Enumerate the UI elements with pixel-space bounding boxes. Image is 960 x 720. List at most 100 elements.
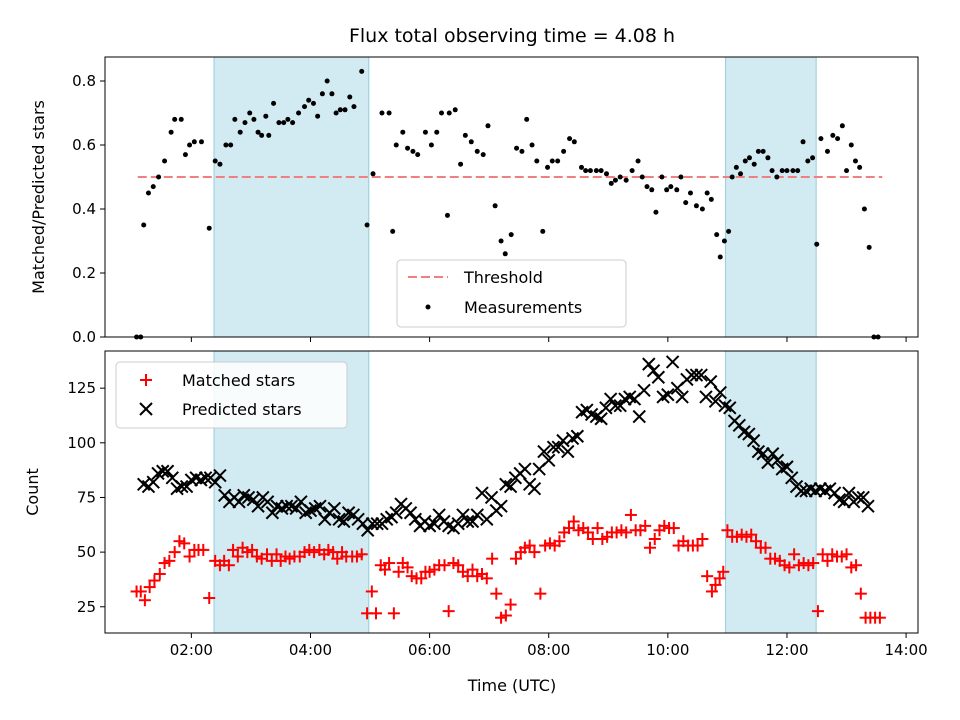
measurement-point <box>524 116 530 122</box>
bottom-y-axis-label: Count <box>23 468 42 516</box>
matched-star-point <box>486 552 499 565</box>
predicted-star-point <box>651 370 666 384</box>
predicted-star-point <box>856 490 870 505</box>
bottom-x-ticks: 02:00 04:00 06:00 08:00 10:00 12:00 14:00 <box>170 633 928 659</box>
predicted-star-point <box>780 460 794 474</box>
matched-star-point <box>246 543 259 556</box>
bottom-count-points <box>130 355 886 624</box>
predicted-star-point <box>475 486 489 500</box>
measurement-point <box>422 129 428 135</box>
matched-star-point <box>231 550 244 563</box>
matched-star-point <box>717 565 730 578</box>
matched-star-point <box>331 552 344 565</box>
measurement-point <box>206 225 212 231</box>
measurement-point <box>237 129 243 135</box>
predicted-star-point <box>646 363 661 378</box>
predicted-star-point <box>570 429 585 443</box>
matched-star-point <box>850 559 863 572</box>
measurement-point <box>191 139 197 145</box>
measurement-point <box>474 148 480 154</box>
measurement-point <box>617 174 623 180</box>
matched-star-point <box>562 522 575 535</box>
predicted-star-point <box>785 471 799 485</box>
measurement-point <box>693 203 699 209</box>
measurement-point <box>458 161 464 167</box>
matched-star-point <box>854 587 867 600</box>
predicted-star-point <box>704 374 718 389</box>
measurement-point <box>603 171 609 177</box>
predicted-star-point <box>251 499 265 513</box>
y-tick-label: 0.0 <box>72 328 96 346</box>
predicted-star-point <box>675 390 689 404</box>
matched-star-point <box>582 526 595 539</box>
measurement-point <box>540 228 546 234</box>
matched-star-point <box>197 543 210 556</box>
predicted-star-point <box>661 388 675 402</box>
measurement-point <box>593 168 599 174</box>
matched-star-point <box>370 607 382 620</box>
matched-star-point <box>138 594 151 607</box>
x-tick-label: 10:00 <box>646 641 689 659</box>
bottom-panel: 25 50 75 100 125 02:00 04:00 06:00 08:00 10:00 12… <box>23 350 928 695</box>
legend-predicted-label: Predicted stars <box>182 400 302 419</box>
predicted-star-point <box>537 444 551 459</box>
y-tick-label: 125 <box>67 379 96 397</box>
measurement-point <box>296 110 302 116</box>
measurement-point <box>805 158 811 164</box>
legend-matched-swatch <box>140 374 152 386</box>
chart-title: Flux total observing time = 4.08 h <box>349 25 675 47</box>
measurement-point <box>598 168 604 174</box>
predicted-star-point <box>470 508 484 522</box>
top-y-axis-label: Matched/Predicted stars <box>29 100 48 294</box>
legend-predicted-swatch <box>139 402 153 416</box>
measurement-point <box>729 174 735 180</box>
measurement-point <box>726 228 732 234</box>
measurement-point <box>755 148 761 154</box>
predicted-star-point <box>527 482 542 496</box>
measurement-point <box>329 91 335 97</box>
measurement-point <box>784 168 790 174</box>
top-axes-frame <box>104 56 919 338</box>
measurement-point <box>337 107 343 113</box>
measurement-point <box>228 142 234 148</box>
predicted-star-point <box>318 512 332 527</box>
predicted-star-point <box>146 475 160 489</box>
matched-star-point <box>308 546 321 559</box>
measurement-point <box>232 116 238 122</box>
x-tick-label: 14:00 <box>884 641 927 659</box>
predicted-star-point <box>546 440 561 454</box>
measurement-point <box>434 129 440 135</box>
predicted-star-point <box>551 440 565 454</box>
predicted-star-point <box>632 409 646 424</box>
measurement-point <box>247 110 253 116</box>
measurement-point <box>428 142 434 148</box>
measurement-point <box>818 136 824 142</box>
measurement-point <box>814 241 820 247</box>
matched-star-point <box>643 541 656 554</box>
measurement-point <box>810 155 816 161</box>
measurement-point <box>251 116 257 122</box>
matched-star-point <box>840 548 853 561</box>
measurement-point <box>549 158 555 164</box>
matched-star-point <box>383 557 396 570</box>
y-tick-label: 100 <box>67 434 96 452</box>
matched-star-point <box>701 570 714 583</box>
measurement-point <box>795 168 801 174</box>
measurement-point <box>405 145 411 151</box>
matched-star-point <box>696 533 709 545</box>
matched-star-point <box>567 515 580 528</box>
predicted-star-point <box>756 447 770 461</box>
measurement-point <box>835 136 841 142</box>
measurement-point <box>629 168 635 174</box>
matched-star-point <box>153 567 166 580</box>
matched-star-point <box>504 598 517 611</box>
matched-star-point <box>143 581 156 594</box>
matched-star-point <box>783 561 796 574</box>
matched-star-point <box>807 557 820 570</box>
measurement-point <box>704 190 710 196</box>
matched-star-point <box>821 554 834 567</box>
measurement-point <box>168 129 174 135</box>
matched-star-point <box>534 587 547 600</box>
matched-star-point <box>648 533 661 545</box>
measurement-point <box>751 161 757 167</box>
